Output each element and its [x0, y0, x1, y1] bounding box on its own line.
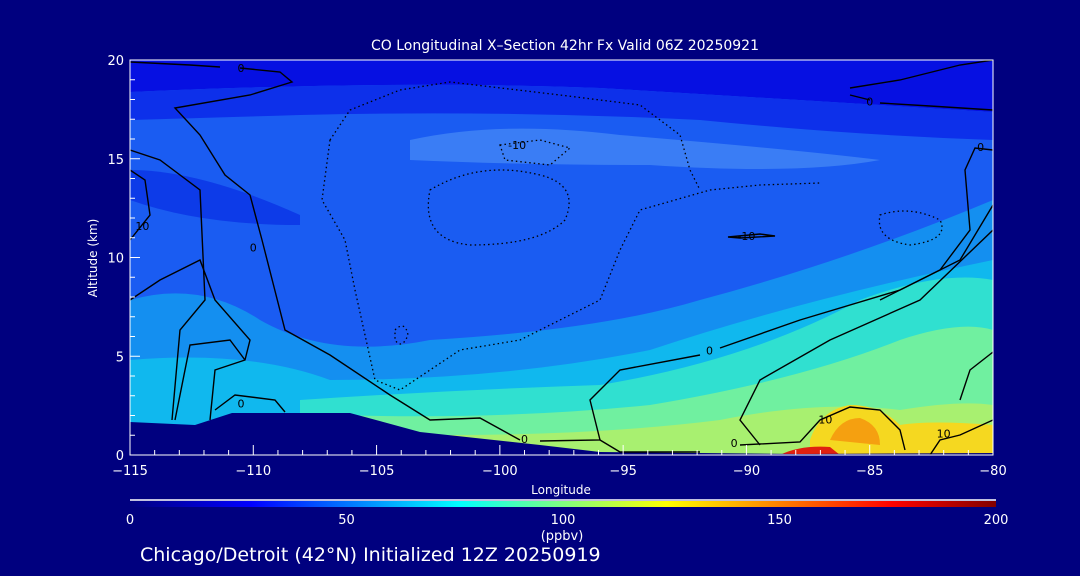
field-orange	[830, 418, 880, 445]
x-tick-label: −115	[112, 464, 148, 479]
contour-label: 0	[731, 437, 738, 450]
contour-label: 0	[250, 242, 257, 255]
contour-label: -10	[508, 139, 526, 152]
colorbar-tick-label: 50	[338, 513, 355, 528]
contour-label: 0	[521, 433, 528, 446]
field-left-dark	[130, 170, 300, 225]
contour-labels: 0 -10 0 10 -10 0 0 0 0 0 0 10 10	[135, 62, 984, 450]
x-tick-label: −110	[235, 464, 271, 479]
contour-label: 0	[706, 344, 713, 357]
contour-label: 10	[937, 427, 951, 440]
colorbar-tick-label: 200	[984, 513, 1009, 528]
x-axis-label: Longitude	[531, 483, 591, 497]
x-tick-label: −100	[482, 464, 518, 479]
contour-label: 10	[818, 413, 832, 426]
y-axis: 0 5 10 15 20	[107, 54, 140, 464]
contour-label: -10	[737, 230, 755, 243]
colorbar-tick-label: 150	[767, 513, 792, 528]
y-tick-label: 15	[107, 153, 124, 168]
y-tick-label: 5	[116, 350, 124, 365]
field-top-band	[130, 60, 993, 112]
y-tick-label: 10	[107, 252, 124, 267]
footer-caption: Chicago/Detroit (42°N) Initialized 12Z 2…	[140, 544, 601, 566]
x-tick-label: −105	[359, 464, 395, 479]
field-red	[780, 446, 840, 455]
x-axis: −115 −110 −105 −100 −95 −90 −85 −80	[112, 445, 1007, 479]
y-tick-label: 0	[116, 449, 124, 464]
contour-label: 0	[237, 62, 244, 75]
y-axis-label: Altitude (km)	[86, 219, 100, 298]
contour-label: 10	[135, 220, 149, 233]
plot-area: 0 -10 0 10 -10 0 0 0 0 0 0 10 10	[130, 60, 993, 455]
colorbar-label: (ppbv)	[541, 529, 584, 544]
x-tick-label: −80	[979, 464, 1006, 479]
field-upper-band	[130, 84, 993, 140]
chart-title: CO Longitudinal X–Section 42hr Fx Valid …	[371, 38, 759, 54]
colorbar-tick-label: 100	[551, 513, 576, 528]
colorbar	[130, 501, 996, 507]
x-tick-label: −95	[609, 464, 636, 479]
contour-label: 0	[977, 141, 984, 154]
colorbar-ticks: 0 50 100 150 200	[126, 513, 1009, 528]
field-light-patch	[410, 128, 880, 169]
contour-label: 0	[866, 95, 873, 108]
contours-solid	[130, 60, 993, 455]
x-tick-label: −90	[733, 464, 760, 479]
contour-label: 0	[237, 398, 244, 411]
x-tick-label: −85	[856, 464, 883, 479]
contours-dotted	[321, 81, 943, 391]
y-tick-label: 20	[107, 54, 124, 69]
colorbar-tick-label: 0	[126, 513, 134, 528]
terrain	[130, 413, 993, 455]
